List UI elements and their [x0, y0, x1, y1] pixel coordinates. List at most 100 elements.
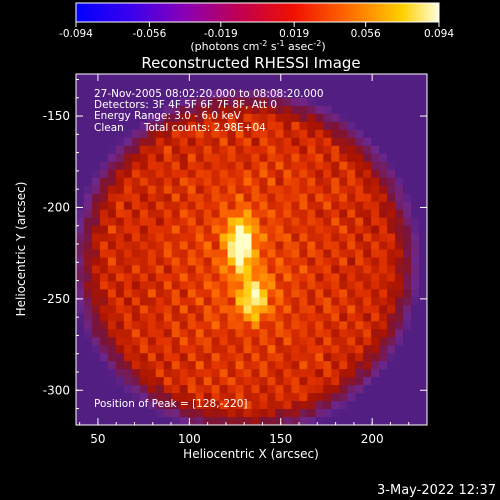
heatmap-cell [147, 169, 157, 179]
heatmap-cell [243, 401, 253, 410]
heatmap-cell [179, 337, 189, 346]
heatmap-cell [243, 177, 253, 187]
heatmap-cell [219, 361, 229, 370]
heatmap-cell [115, 225, 125, 235]
heatmap-cell [403, 89, 412, 99]
heatmap-cell [211, 169, 221, 179]
heatmap-cell [195, 129, 205, 139]
heatmap-cell [211, 201, 221, 211]
heatmap-cell [91, 289, 101, 298]
heatmap-cell [419, 297, 427, 306]
heatmap-cell [243, 297, 253, 306]
heatmap-cell [363, 153, 372, 163]
axes: 50 100 150 200-150-200-250-300 [43, 74, 428, 446]
heatmap-cell [107, 417, 117, 425]
heatmap-cell [371, 225, 380, 235]
heatmap-cell [291, 329, 300, 338]
heatmap-cell [395, 217, 404, 227]
heatmap-cell [315, 385, 324, 394]
heatmap-cell [195, 161, 205, 171]
heatmap-cell [275, 201, 285, 211]
heatmap-cell [187, 201, 197, 211]
heatmap-cell [131, 145, 141, 155]
heatmap-cell [243, 273, 253, 283]
heatmap-cell [147, 217, 157, 227]
heatmap-cell [76, 353, 85, 362]
heatmap-cell [347, 273, 356, 283]
heatmap-cell [355, 97, 364, 107]
heatmap-cell [227, 321, 237, 330]
heatmap-cell [267, 129, 277, 139]
heatmap-cell [76, 321, 85, 330]
heatmap-cell [395, 105, 404, 115]
heatmap-cell [347, 193, 356, 203]
heatmap-cell [187, 305, 197, 314]
heatmap-cell [307, 345, 316, 354]
heatmap-cell [395, 177, 404, 187]
heatmap-cell [219, 153, 229, 163]
heatmap-cell [83, 193, 93, 203]
heatmap-cell [171, 313, 181, 322]
heatmap-cell [76, 113, 85, 123]
heatmap-cell [91, 297, 101, 306]
heatmap-cell [339, 193, 348, 203]
heatmap-cell [203, 105, 213, 115]
heatmap-cell [171, 297, 181, 306]
heatmap-image [76, 74, 427, 425]
heatmap-cell [323, 74, 332, 83]
heatmap-cell [107, 313, 117, 322]
colorbar-tick-label: -0.094 [59, 28, 93, 40]
heatmap-cell [107, 305, 117, 314]
heatmap-cell [203, 217, 213, 227]
heatmap-cell [139, 265, 149, 275]
heatmap-cell [323, 97, 332, 107]
heatmap-cell [251, 369, 261, 378]
heatmap-cell [83, 409, 93, 418]
heatmap-cell [187, 89, 197, 99]
heatmap-cell [227, 137, 237, 147]
heatmap-cell [315, 201, 324, 211]
heatmap-cell [267, 177, 277, 187]
heatmap-cell [347, 385, 356, 394]
heatmap-cell [379, 81, 388, 91]
heatmap-cell [83, 185, 93, 195]
heatmap-cell [91, 249, 101, 259]
heatmap-cell [219, 329, 229, 338]
heatmap-cell [243, 345, 253, 354]
heatmap-cell [131, 161, 141, 171]
heatmap-cell [155, 161, 165, 171]
heatmap-cell [355, 121, 364, 131]
heatmap-cell [243, 393, 253, 402]
y-tick-label: -250 [43, 292, 70, 306]
heatmap-cell [76, 297, 85, 306]
heatmap-cell [355, 249, 364, 259]
heatmap-cell [131, 337, 141, 346]
heatmap-cell [155, 305, 165, 314]
heatmap-cell [363, 81, 372, 91]
heatmap-cell [379, 289, 388, 298]
heatmap-cell [76, 369, 85, 378]
heatmap-cell [99, 249, 109, 259]
heatmap-cell [371, 177, 380, 187]
heatmap-cell [291, 417, 300, 425]
heatmap-cell [91, 321, 101, 330]
heatmap-cell [283, 313, 292, 322]
heatmap-cell [347, 313, 356, 322]
heatmap-cell [251, 361, 261, 370]
heatmap-cell [275, 81, 285, 91]
heatmap-cell [235, 217, 245, 227]
heatmap-cell [403, 305, 412, 314]
heatmap-cell [163, 74, 173, 83]
heatmap-cell [155, 145, 165, 155]
heatmap-cell [99, 329, 109, 338]
heatmap-cell [171, 409, 181, 418]
heatmap-cell [331, 329, 340, 338]
heatmap-cell [76, 81, 85, 91]
heatmap-cell [331, 393, 340, 402]
heatmap-cell [387, 377, 396, 386]
heatmap-cell [163, 241, 173, 251]
heatmap-cell [219, 321, 229, 330]
heatmap-cell [331, 161, 340, 171]
heatmap-cell [259, 361, 269, 370]
heatmap-cell [379, 297, 388, 306]
